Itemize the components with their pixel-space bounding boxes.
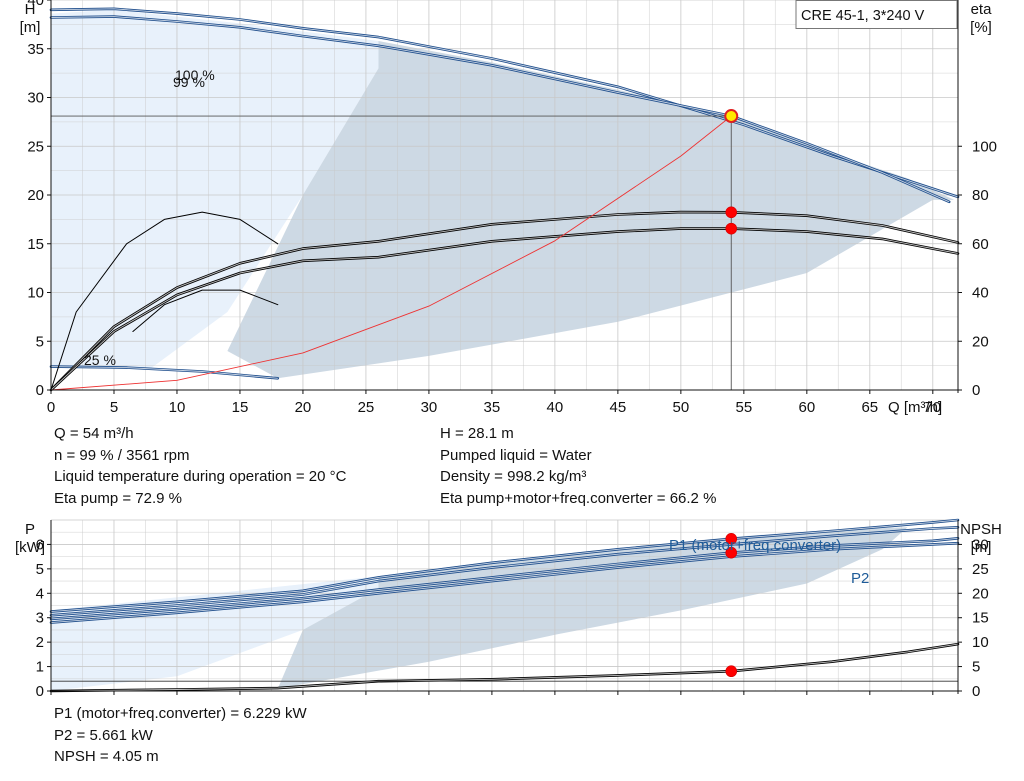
y-axis-unit: [kW] — [15, 539, 45, 556]
x-tick-label: 5 — [110, 399, 118, 416]
y2-axis-label: NPSH — [960, 521, 1002, 538]
y-tick-label: 15 — [27, 236, 44, 253]
data-point-1-2 — [725, 665, 738, 678]
data-point-0-1 — [725, 206, 738, 219]
y-tick-label: 0 — [36, 382, 44, 399]
y-tick-label: 1 — [36, 659, 44, 676]
y-tick-label: 20 — [27, 187, 44, 204]
eta-total-value: Eta pump+motor+freq.converter = 66.2 % — [440, 489, 717, 507]
series-line-core-1-2 — [50, 537, 959, 620]
y2-tick-label: 60 — [972, 236, 989, 253]
grid-1 — [50, 519, 958, 692]
npsh-value: NPSH = 4.05 m — [54, 748, 159, 765]
series-line-core-0-0 — [50, 8, 959, 198]
y-tick-label: 10 — [27, 285, 44, 302]
y2-tick-label: 10 — [972, 634, 989, 651]
chart-title: CRE 45-1, 3*240 V — [801, 8, 925, 24]
y-tick-label: 5 — [36, 561, 44, 578]
data-point-0-0 — [724, 109, 739, 124]
series-line-0-7 — [50, 115, 732, 391]
x-tick-label: 55 — [736, 399, 753, 416]
y2-tick-label: 20 — [972, 585, 989, 602]
info-left: Q = 54 m³/h n = 99 % / 3561 rpm Liquid t… — [54, 423, 346, 509]
x-axis-label: Q [m³/h] — [888, 399, 942, 416]
data-point-1-1 — [725, 546, 738, 559]
series-line-core-0-1 — [50, 16, 950, 203]
y-axis-label: H — [25, 1, 36, 18]
y-tick-label: 6 — [36, 536, 44, 553]
y-tick-label: 2 — [36, 634, 44, 651]
y2-tick-label: 15 — [972, 610, 989, 627]
series-line-core-1-1 — [50, 526, 959, 616]
flow-value: Q = 54 m³/h — [54, 425, 134, 442]
series-line-0-5 — [50, 211, 279, 391]
y-tick-label: 40 — [27, 0, 44, 9]
pumped-liquid-value: Pumped liquid = Water — [440, 446, 592, 464]
y2-tick-label: 100 — [972, 138, 997, 155]
info-right: H = 28.1 m Pumped liquid = Water Density… — [440, 423, 716, 509]
region-light — [51, 9, 379, 368]
density-value: Density = 998.2 kg/m³ — [440, 468, 587, 485]
y2-axis-unit: [m] — [971, 539, 992, 556]
y-tick-label: 35 — [27, 41, 44, 58]
y-tick-label: 3 — [36, 610, 44, 627]
data-point-1-0 — [725, 533, 738, 545]
y2-tick-label: 5 — [972, 659, 980, 676]
head-value: H = 28.1 m — [440, 425, 514, 442]
x-tick-label: 65 — [861, 399, 878, 416]
y2-tick-label: 0 — [972, 382, 980, 399]
annotation-99-percent: 99 % — [173, 74, 205, 90]
x-tick-label: 70 — [924, 399, 941, 416]
y-tick-label: 30 — [27, 90, 44, 107]
y2-axis-unit: [%] — [970, 19, 992, 36]
x-tick-label: 10 — [169, 399, 186, 416]
series-line-0-6 — [132, 289, 279, 332]
legend-p1-label: P1 (motor+freq.converter) — [669, 537, 841, 554]
y-tick-label: 4 — [36, 585, 44, 602]
title-box — [795, 0, 958, 29]
y2-tick-label: 20 — [972, 333, 989, 350]
series-line-core-0-4 — [50, 228, 959, 391]
region-dark — [227, 41, 955, 379]
grid-0 — [50, 0, 958, 391]
y2-axis-label: eta — [971, 1, 993, 18]
eta-pump-value: Eta pump = 72.9 % — [54, 489, 182, 507]
y2-tick-label: 80 — [972, 187, 989, 204]
info-bottom: P1 (motor+freq.converter) = 6.229 kW P2 … — [54, 703, 307, 768]
p2-value: P2 = 5.661 kW — [54, 726, 153, 744]
annotation-25-percent: 25 % — [84, 352, 116, 368]
y2-tick-label: 40 — [972, 285, 989, 302]
y-tick-label: 5 — [36, 333, 44, 350]
y-tick-label: 0 — [36, 683, 44, 700]
p1-value: P1 (motor+freq.converter) = 6.229 kW — [54, 705, 307, 722]
liquid-temperature-value: Liquid temperature during operation = 20… — [54, 468, 347, 485]
speed-value: n = 99 % / 3561 rpm — [54, 446, 190, 464]
data-point-0-2 — [725, 222, 738, 235]
x-tick-label: 45 — [610, 399, 627, 416]
x-tick-label: 50 — [673, 399, 690, 416]
x-tick-label: 20 — [295, 399, 312, 416]
x-tick-label: 60 — [798, 399, 815, 416]
x-tick-label: 30 — [421, 399, 438, 416]
y2-tick-label: 0 — [972, 683, 980, 700]
x-tick-label: 15 — [232, 399, 249, 416]
x-tick-label: 25 — [358, 399, 375, 416]
y2-tick-label: 30 — [972, 536, 989, 553]
x-tick-label: 40 — [547, 399, 564, 416]
y-tick-label: 25 — [27, 138, 44, 155]
series-line-core-1-0 — [50, 519, 959, 613]
y2-tick-label: 25 — [972, 561, 989, 578]
series-line-core-0-3 — [50, 211, 959, 391]
series-line-core-1-4 — [50, 643, 959, 692]
legend-p2-label: P2 — [851, 570, 869, 587]
series-line-core-0-2 — [50, 366, 278, 379]
x-tick-label: 35 — [484, 399, 501, 416]
series-line-core-1-3 — [50, 542, 959, 624]
annotation-100-percent: 100 % — [175, 67, 215, 83]
y-axis-unit: [m] — [20, 19, 41, 36]
region-dark-2 — [277, 527, 908, 689]
y-axis-label: P — [25, 521, 35, 538]
x-tick-label: 0 — [47, 399, 55, 416]
